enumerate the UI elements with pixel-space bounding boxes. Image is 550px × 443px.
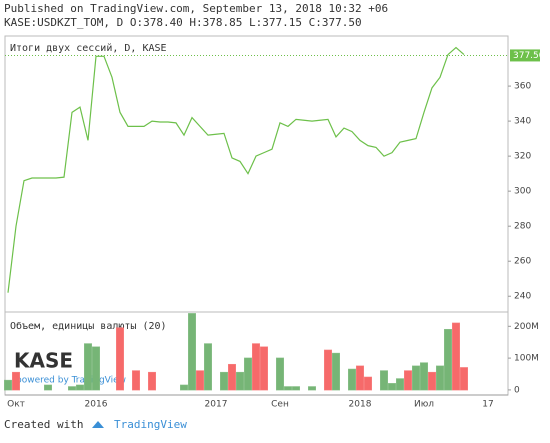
x-tick-label: Сен [271,400,289,410]
y-tick-label: 280 [514,222,531,232]
x-tick-label: 2016 [85,400,108,410]
volume-bar [324,349,332,391]
volume-bar [460,367,468,391]
last-price-label: 377.50 [513,51,545,61]
y-tick-label: 0 [514,385,520,395]
x-tick-label: 2017 [205,400,228,410]
volume-bar [276,357,284,391]
volume-bar [348,368,356,391]
volume-bar [180,384,188,391]
volume-bar [148,371,156,391]
volume-bar [388,383,396,391]
volume-bar [436,365,444,391]
volume-bar [356,365,364,391]
volume-bar [4,379,12,391]
volume-bar [404,370,412,391]
volume-bar [444,328,452,391]
volume-bar [420,362,428,391]
volume-bar [364,376,372,391]
volume-bar [428,371,436,391]
panel-frame [4,35,509,396]
y-tick-label: 200M [514,322,539,332]
y-tick-label: 340 [514,117,531,127]
y-tick-label: 360 [514,82,531,92]
volume-bar [380,370,388,391]
symbol-line: KASE:USDKZT_TOM, D O:378.40 H:378.85 L:3… [4,16,362,29]
volume-bar [188,313,196,391]
logo: KASE [14,349,73,373]
logo-powered: powered by TradingView [16,376,126,386]
volume-bar [332,352,340,391]
y-tick-label: 320 [514,152,531,162]
x-tick-label: 17 [482,400,493,410]
volume-bar [76,384,84,391]
volume-bar [228,363,236,391]
volume-bar [132,370,140,391]
y-tick-label: 100M [514,354,539,364]
volume-legend: Объем, единицы валюты (20) [10,320,167,332]
x-tick-label: Окт [7,400,25,410]
volume-bar [452,322,460,391]
x-tick-label: Июл [414,400,434,410]
volume-bar [260,346,268,391]
volume-bar [204,343,212,391]
volume-bar [116,327,124,391]
price-line [7,46,465,293]
volume-bar [252,343,260,391]
volume-bar [284,386,292,391]
volume-bar [44,384,52,391]
y-tick-label: 260 [514,257,531,267]
last-price-box [510,49,540,62]
volume-bar [92,346,100,391]
published: Published on TradingView.com, September … [4,2,388,15]
volume-bar [220,371,228,391]
volume-bar [292,386,300,391]
price-legend: Итоги двух сессий, D, KASE [10,42,167,54]
x-tick-label: 2018 [349,400,372,410]
volume-bar [84,343,92,391]
created-with: Created with [4,418,83,431]
volume-bar [12,371,20,391]
volume-bar [308,386,316,391]
volume-bar [196,370,204,391]
volume-bar [68,386,76,391]
y-tick-label: 240 [514,292,531,302]
volume-bar [244,357,252,391]
volume-bar [236,371,244,391]
y-tick-label: 300 [514,187,531,197]
brand-icon [92,421,104,428]
volume-bar [412,365,420,391]
volume-bar [396,378,404,391]
brand: TradingView [114,418,187,431]
